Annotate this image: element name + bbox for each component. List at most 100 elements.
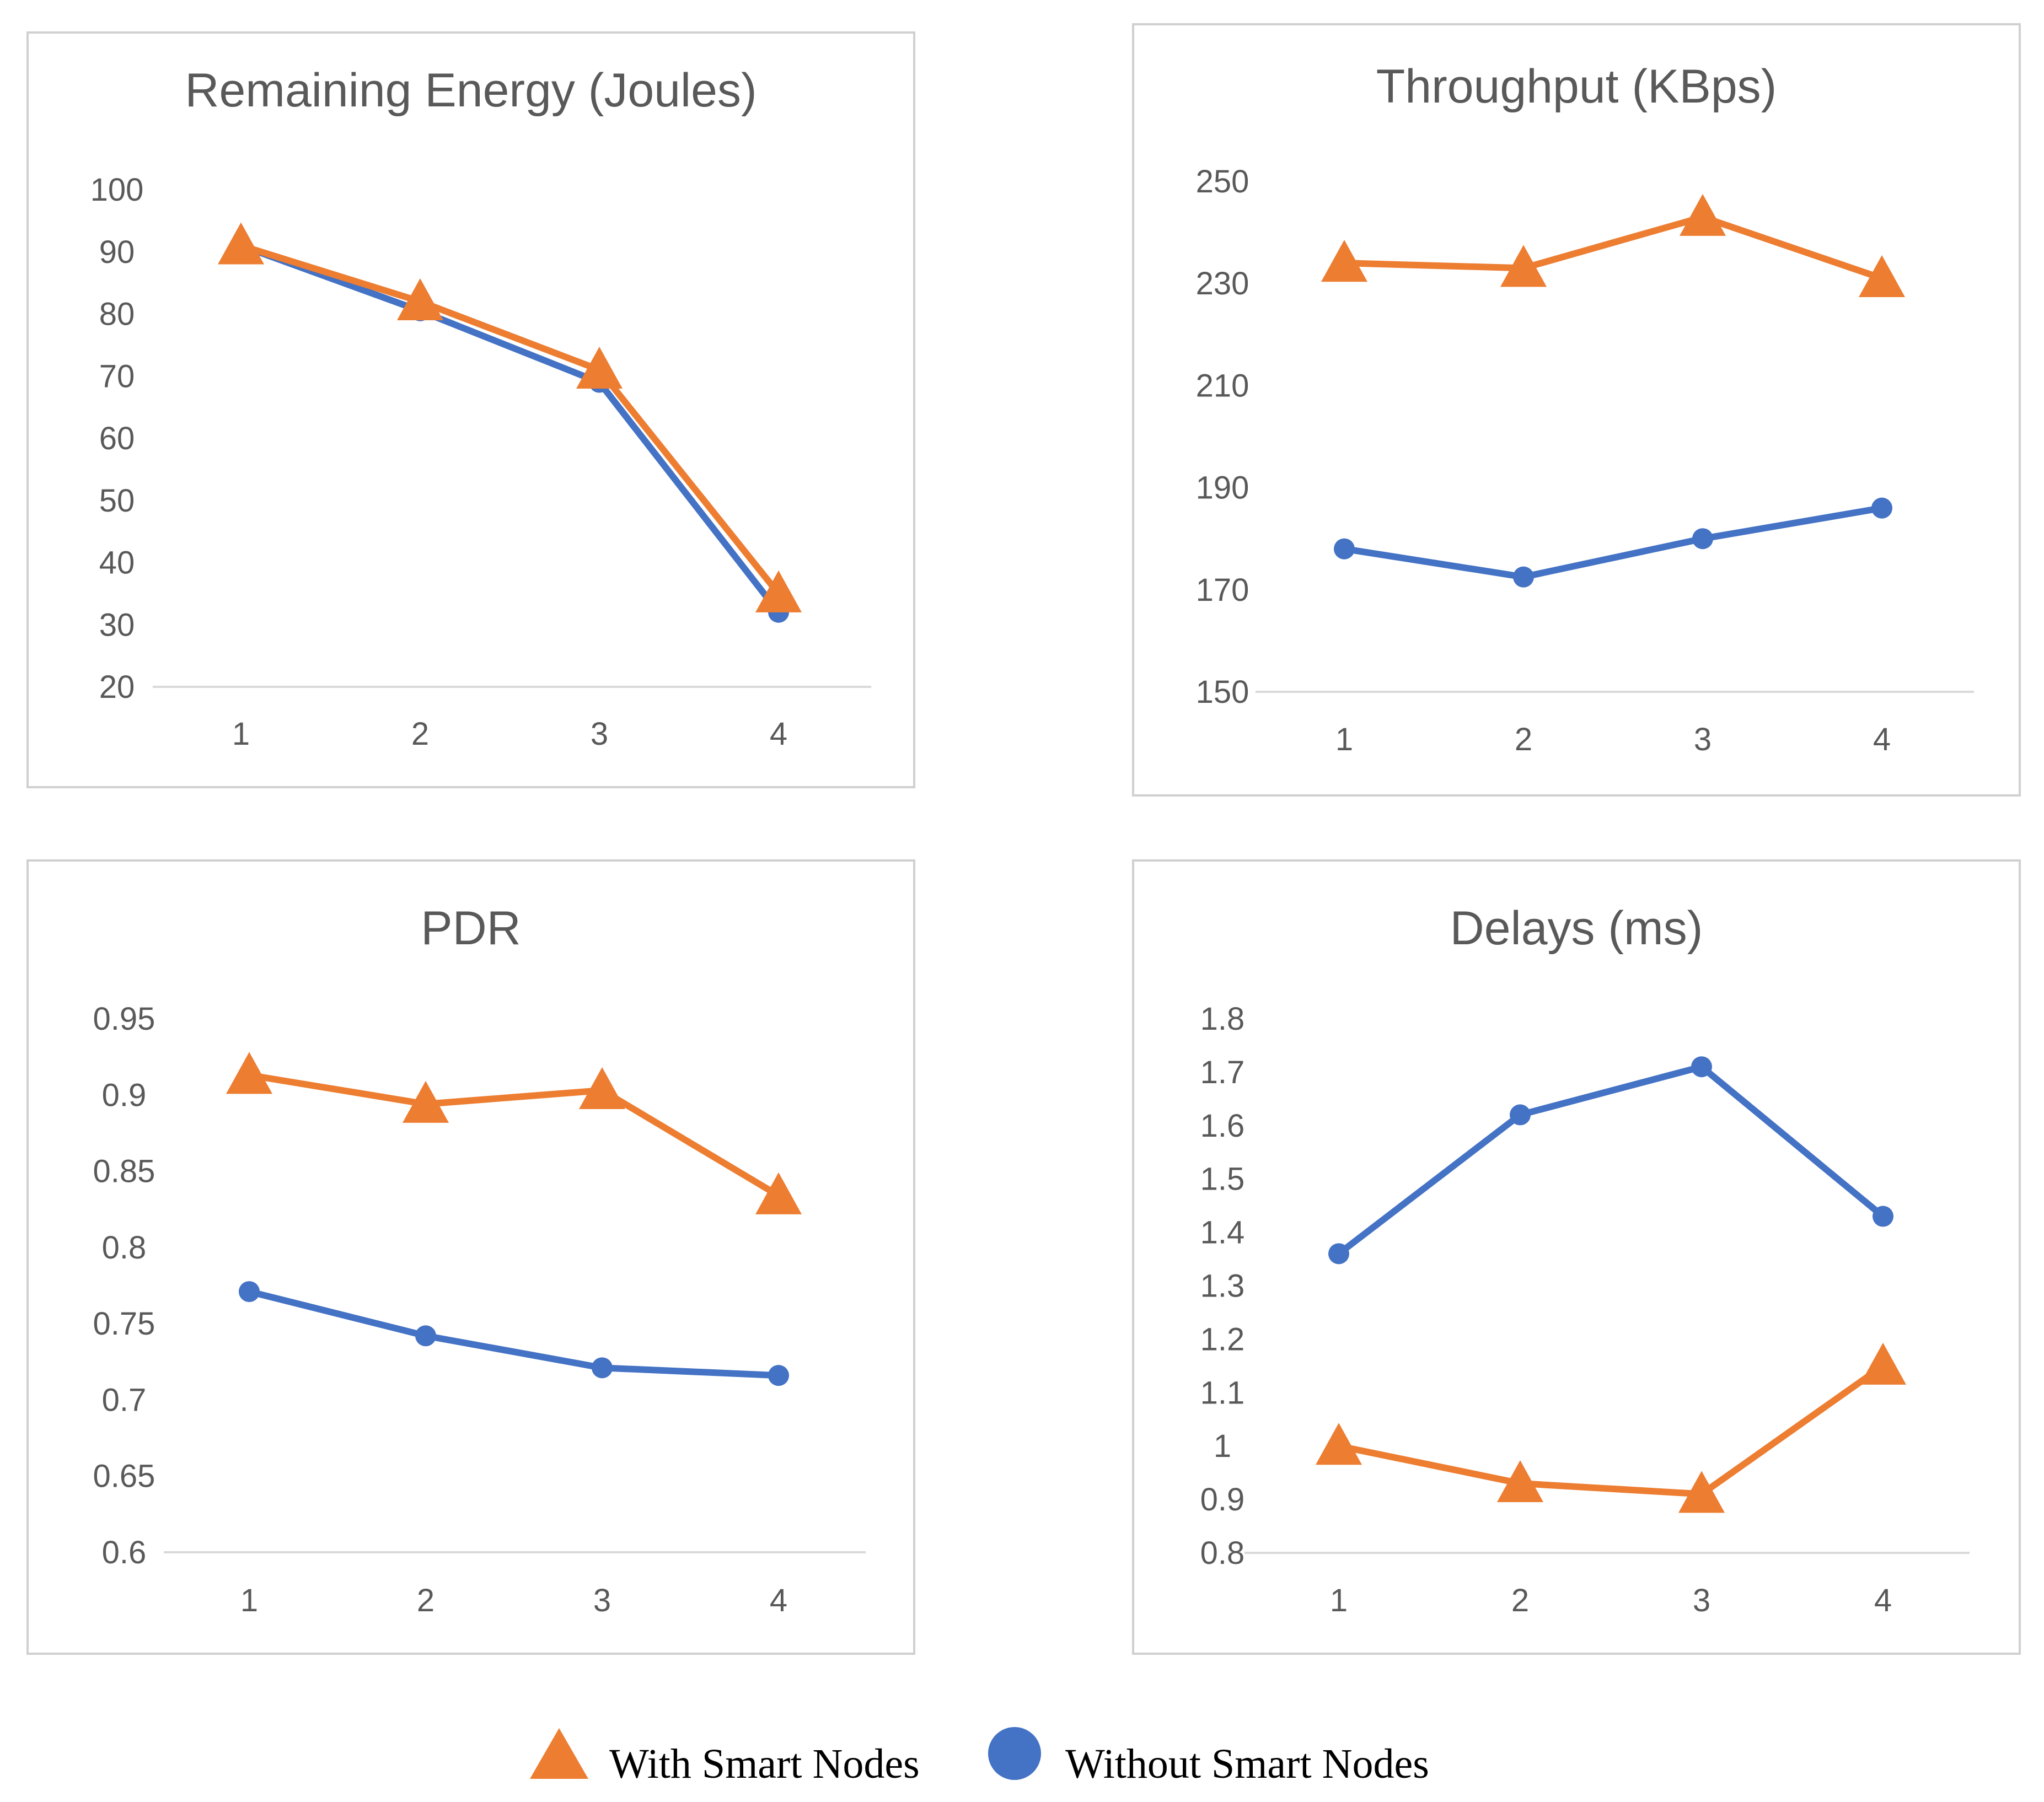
remaining-energy-y-tick-6: 80 <box>99 297 135 332</box>
pdr-y-tick-7: 0.95 <box>93 1001 155 1037</box>
delays-y-tick-4: 1.2 <box>1200 1321 1245 1357</box>
throughput-line-with <box>1341 213 1885 282</box>
throughput-x-tick-1: 2 <box>1515 722 1532 757</box>
legend-markers <box>530 1727 1041 1780</box>
pdr-y-tick-1: 0.65 <box>93 1459 155 1494</box>
chart-throughput-svg: Throughput (KBps) 150 170 190 210 230 250 1 2 3 4 <box>1196 60 1974 757</box>
pdr-point-with-1 <box>403 1080 449 1123</box>
remaining-energy-line-without <box>238 242 782 616</box>
remaining-energy-x-tick-2: 3 <box>591 716 608 752</box>
pdr-point-without-1 <box>415 1325 436 1347</box>
pdr-line-with <box>246 1072 782 1199</box>
pdr-y-tick-3: 0.75 <box>93 1306 155 1342</box>
pdr-y-tick-6: 0.9 <box>102 1077 147 1113</box>
chart-remaining-energy-svg: Remaining Energy (Joules) 20 30 40 50 60 70 80 9… <box>90 64 871 752</box>
throughput-line-without <box>1341 504 1885 580</box>
throughput-y-tick-0: 150 <box>1196 674 1249 710</box>
pdr-point-without-2 <box>592 1357 613 1379</box>
delays-y-tick-8: 1.6 <box>1200 1108 1245 1144</box>
throughput-point-without-3 <box>1871 497 1892 519</box>
pdr-y-tick-0: 0.6 <box>102 1535 147 1570</box>
delays-point-without-3 <box>1873 1206 1893 1227</box>
delays-y-tick-3: 1.1 <box>1200 1375 1245 1411</box>
pdr-y-tick-2: 0.7 <box>102 1382 147 1418</box>
pdr-x-tick-2: 3 <box>593 1583 611 1618</box>
remaining-energy-y-tick-0: 20 <box>99 669 135 705</box>
pdr-y-tick-4: 0.8 <box>102 1230 147 1266</box>
legend-marker-without <box>988 1727 1041 1780</box>
delays-y-tick-5: 1.3 <box>1200 1268 1245 1304</box>
pdr-point-with-0 <box>226 1052 272 1094</box>
delays-y-tick-10: 1.8 <box>1200 1001 1245 1037</box>
throughput-point-without-2 <box>1692 528 1713 550</box>
delays-y-tick-0: 0.8 <box>1200 1535 1245 1571</box>
delays-y-tick-7: 1.5 <box>1200 1161 1245 1197</box>
throughput-title: Throughput (KBps) <box>1376 60 1777 113</box>
remaining-energy-y-tick-5: 70 <box>99 358 135 394</box>
throughput-x-tick-3: 4 <box>1873 722 1891 757</box>
delays-point-without-1 <box>1510 1104 1531 1126</box>
delays-point-without-2 <box>1691 1056 1712 1078</box>
legend-marker-with <box>530 1728 588 1779</box>
remaining-energy-point-with-1 <box>397 278 443 320</box>
chart-remaining-energy: Remaining Energy (Joules) 20 30 40 50 60 70 80 9… <box>26 31 915 788</box>
delays-point-with-3 <box>1860 1342 1906 1385</box>
chart-pdr-svg: PDR 0.6 0.65 0.7 0.75 0.8 0.85 0.9 0.95 1 2 3 4 <box>93 902 866 1618</box>
remaining-energy-x-tick-0: 1 <box>232 716 250 752</box>
delays-y-tick-9: 1.7 <box>1200 1055 1245 1090</box>
delays-x-tick-0: 1 <box>1330 1583 1348 1618</box>
throughput-point-with-1 <box>1500 245 1547 287</box>
pdr-point-without-0 <box>239 1281 260 1303</box>
remaining-energy-y-tick-4: 60 <box>99 421 135 456</box>
remaining-energy-line-with <box>238 242 782 597</box>
chart-pdr: PDR 0.6 0.65 0.7 0.75 0.8 0.85 0.9 0.95 1 2 3 4 <box>26 859 915 1655</box>
throughput-y-tick-4: 230 <box>1196 266 1249 302</box>
pdr-x-tick-3: 4 <box>770 1583 787 1618</box>
delays-x-tick-1: 2 <box>1511 1583 1529 1618</box>
remaining-energy-x-tick-1: 2 <box>411 716 429 752</box>
legend-label-with: With Smart Nodes <box>609 1741 920 1787</box>
remaining-energy-point-with-3 <box>755 570 802 612</box>
throughput-y-tick-3: 210 <box>1196 368 1249 404</box>
pdr-x-tick-0: 1 <box>240 1583 258 1618</box>
remaining-energy-y-tick-7: 90 <box>99 234 135 270</box>
legend-label-without: Without Smart Nodes <box>1065 1741 1429 1787</box>
delays-line-without <box>1335 1063 1886 1257</box>
pdr-x-tick-1: 2 <box>417 1583 434 1618</box>
remaining-energy-x-tick-3: 4 <box>770 716 787 752</box>
throughput-point-with-0 <box>1321 240 1367 282</box>
delays-line-with <box>1335 1362 1886 1498</box>
throughput-x-tick-2: 3 <box>1694 722 1712 757</box>
throughput-y-tick-2: 190 <box>1196 470 1249 506</box>
throughput-y-tick-1: 170 <box>1196 572 1249 608</box>
chart-delays-svg: Delays (ms) 0.8 0.9 1 1.1 1.2 1.3 1.4 1.5 1.6 1.7 1… <box>1200 902 1970 1618</box>
remaining-energy-y-tick-1: 30 <box>99 607 135 643</box>
delays-point-with-0 <box>1316 1423 1362 1465</box>
chart-legend: With Smart Nodes Without Smart Nodes <box>0 1717 2044 1800</box>
delays-title: Delays (ms) <box>1450 902 1703 955</box>
pdr-point-with-2 <box>579 1067 625 1109</box>
remaining-energy-point-with-2 <box>576 346 623 389</box>
throughput-point-without-1 <box>1513 566 1534 588</box>
delays-x-tick-3: 4 <box>1874 1583 1892 1618</box>
chart-throughput: Throughput (KBps) 150 170 190 210 230 250 1 2 3 4 <box>1132 23 2021 797</box>
delays-x-tick-2: 3 <box>1693 1583 1710 1618</box>
delays-point-with-1 <box>1497 1460 1543 1503</box>
delays-y-tick-2: 1 <box>1214 1428 1231 1464</box>
throughput-point-with-2 <box>1680 193 1726 236</box>
remaining-energy-title: Remaining Energy (Joules) <box>185 64 757 117</box>
throughput-y-tick-5: 250 <box>1196 164 1249 200</box>
remaining-energy-point-with-0 <box>218 222 264 265</box>
throughput-point-with-3 <box>1859 255 1905 297</box>
pdr-line-without <box>246 1288 782 1379</box>
delays-y-tick-1: 0.9 <box>1200 1482 1245 1518</box>
pdr-point-with-3 <box>755 1172 802 1214</box>
delays-point-without-0 <box>1328 1243 1349 1265</box>
remaining-energy-y-tick-2: 40 <box>99 545 135 581</box>
remaining-energy-y-tick-3: 50 <box>99 483 135 519</box>
pdr-title: PDR <box>421 902 521 955</box>
pdr-y-tick-5: 0.85 <box>93 1154 155 1190</box>
chart-delays: Delays (ms) 0.8 0.9 1 1.1 1.2 1.3 1.4 1.5 1.6 1.7 1… <box>1132 859 2021 1655</box>
throughput-point-without-0 <box>1334 538 1355 560</box>
throughput-x-tick-0: 1 <box>1335 722 1353 757</box>
